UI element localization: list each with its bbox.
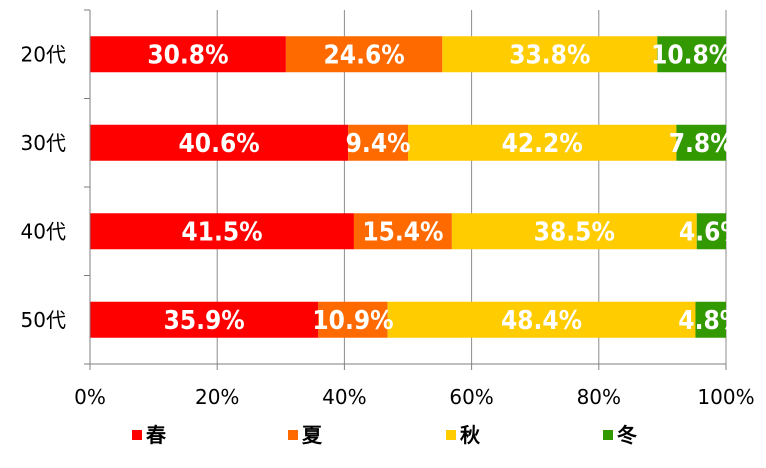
legend-label: 秋 bbox=[460, 423, 481, 447]
bar-segment-1 bbox=[285, 36, 443, 73]
bar-segment-0 bbox=[90, 213, 354, 250]
data-label: 48.4% bbox=[501, 306, 582, 336]
data-label: 10.8% bbox=[651, 40, 732, 70]
x-tick-label: 100% bbox=[697, 385, 754, 409]
data-label: 9.4% bbox=[346, 129, 411, 159]
data-label: 4.8% bbox=[678, 306, 743, 336]
bar-segment-1 bbox=[353, 213, 452, 250]
x-tick-labels: 0% 20% 40% 60% 80% 100% bbox=[74, 385, 754, 409]
bar-segment-0 bbox=[90, 36, 286, 73]
axes bbox=[84, 9, 727, 370]
legend-swatch bbox=[603, 430, 613, 440]
category-labels: 20代 30代 40代 50代 bbox=[21, 42, 66, 332]
category-label: 20代 bbox=[21, 42, 66, 66]
bar-segment-1 bbox=[318, 301, 388, 338]
data-label: 4.6% bbox=[679, 217, 744, 247]
bar-segment-2 bbox=[408, 124, 677, 161]
bar-segment-0 bbox=[90, 301, 319, 338]
data-label: 41.5% bbox=[181, 217, 262, 247]
legend-swatch bbox=[288, 430, 298, 440]
category-label: 30代 bbox=[21, 131, 66, 155]
bar-segment-2 bbox=[387, 301, 696, 338]
legend: 春夏秋冬 bbox=[132, 423, 637, 447]
data-label: 7.8% bbox=[669, 129, 734, 159]
bar-segment-3 bbox=[696, 213, 726, 250]
legend-label: 冬 bbox=[617, 423, 637, 447]
bar-segment-0 bbox=[90, 124, 349, 161]
x-tick-label: 80% bbox=[577, 385, 621, 409]
data-label: 40.6% bbox=[179, 129, 260, 159]
bar-segment-2 bbox=[442, 36, 658, 73]
category-label: 50代 bbox=[21, 308, 66, 332]
bar-segment-1 bbox=[348, 124, 408, 161]
data-label: 42.2% bbox=[502, 129, 583, 159]
data-label: 35.9% bbox=[164, 306, 245, 336]
x-tick-label: 0% bbox=[74, 385, 106, 409]
x-tick-label: 60% bbox=[449, 385, 493, 409]
data-label: 10.9% bbox=[312, 306, 393, 336]
legend-swatch bbox=[446, 430, 456, 440]
legend-label: 夏 bbox=[302, 423, 323, 447]
legend-swatch bbox=[132, 430, 142, 440]
category-label: 40代 bbox=[21, 219, 66, 243]
data-label: 15.4% bbox=[362, 217, 443, 247]
x-tick-label: 20% bbox=[195, 385, 239, 409]
bar-segment-2 bbox=[451, 213, 697, 250]
bar-segment-3 bbox=[695, 301, 726, 338]
data-label: 38.5% bbox=[534, 217, 615, 247]
bars bbox=[90, 36, 726, 338]
data-label: 30.8% bbox=[147, 40, 228, 70]
data-labels: 30.8% 24.6% 33.8% 10.8% 40.6% 9.4% 42.2% 7.8% 41… bbox=[147, 40, 743, 336]
bar-segment-3 bbox=[676, 124, 726, 161]
bar-segment-3 bbox=[657, 36, 726, 73]
x-tick-label: 40% bbox=[322, 385, 366, 409]
data-label: 24.6% bbox=[324, 40, 405, 70]
data-label: 33.8% bbox=[509, 40, 590, 70]
legend-label: 春 bbox=[145, 423, 167, 447]
